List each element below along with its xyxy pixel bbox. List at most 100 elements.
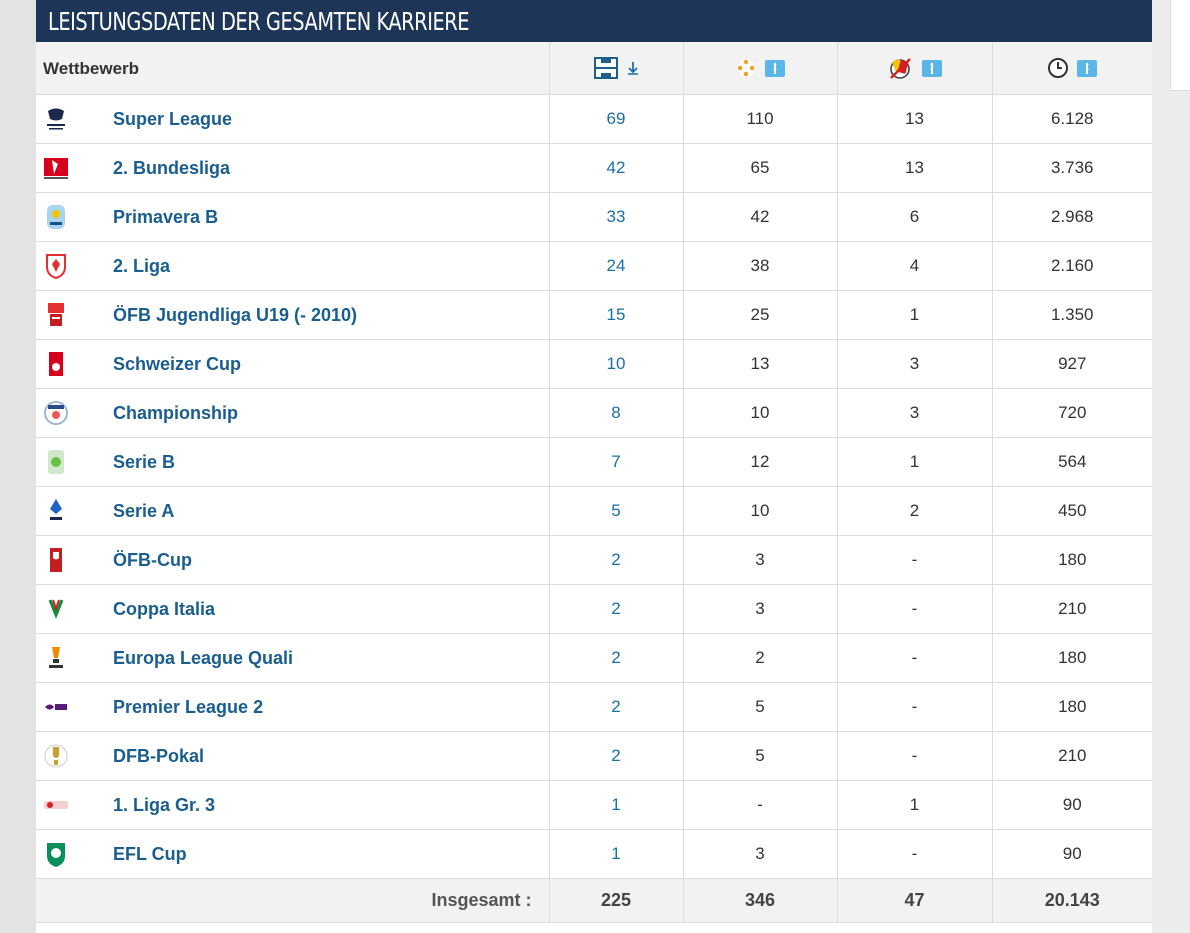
minutes-cell: 210 (992, 584, 1152, 634)
oefb-cup-logo[interactable] (41, 545, 71, 575)
table-row: ÖFB-Cup 2 3 - 180 (36, 535, 1152, 585)
cards-cell: - (837, 731, 993, 781)
goals-cell: 10 (683, 486, 838, 536)
appearances-cell[interactable]: 69 (549, 94, 684, 144)
premier-league-2-logo[interactable] (41, 692, 71, 722)
cards-cell: - (837, 829, 993, 879)
liga-2-logo[interactable] (41, 251, 71, 281)
championship-logo[interactable] (41, 398, 71, 428)
appearances-cell[interactable]: 1 (549, 780, 684, 830)
cards-cell: 1 (837, 780, 993, 830)
goals-cell: 12 (683, 437, 838, 487)
competition-link[interactable]: Serie B (113, 451, 176, 472)
appearances-cell[interactable]: 2 (549, 682, 684, 732)
cards-cell: 6 (837, 192, 993, 242)
appearances-cell[interactable]: 2 (549, 633, 684, 683)
pitch-icon (594, 57, 618, 79)
competition-link[interactable]: 2. Liga (113, 255, 171, 276)
header-goals[interactable] (683, 42, 838, 95)
sort-icon[interactable] (765, 58, 785, 77)
minutes-cell: 2.160 (992, 241, 1152, 291)
sort-icon[interactable] (921, 58, 942, 77)
competition-link[interactable]: ÖFB-Cup (113, 549, 192, 570)
appearances-cell[interactable]: 15 (549, 290, 684, 340)
appearances-cell[interactable]: 2 (549, 535, 684, 585)
schweizer-cup-logo[interactable] (41, 349, 71, 379)
totals-goals: 346 (683, 878, 838, 923)
goals-cell: 65 (683, 143, 838, 193)
competition-link[interactable]: Premier League 2 (113, 696, 264, 717)
efl-cup-logo[interactable] (41, 839, 71, 869)
table-row: Serie B 7 12 1 564 (36, 437, 1152, 487)
primavera-b-logo[interactable] (41, 202, 71, 232)
totals-label: Insgesamt : (36, 878, 550, 923)
cards-cell: - (837, 584, 993, 634)
bundesliga-2-logo[interactable] (41, 153, 71, 183)
dfb-pokal-logo[interactable] (41, 741, 71, 771)
competition-link[interactable]: Primavera B (113, 206, 219, 227)
serie-b-logo[interactable] (41, 447, 71, 477)
competition-link[interactable]: EFL Cup (113, 843, 187, 864)
europa-league-logo[interactable] (41, 643, 71, 673)
appearances-cell[interactable]: 2 (549, 584, 684, 634)
table-header-row: Wettbewerb (36, 42, 1152, 95)
table-row: 2. Liga 24 38 4 2.160 (36, 241, 1152, 291)
cards-icon (889, 58, 911, 79)
totals-row: Insgesamt : 225 346 47 20.143 (36, 878, 1152, 923)
sort-desc-icon[interactable] (627, 61, 639, 75)
appearances-cell[interactable]: 2 (549, 731, 684, 781)
oefb-jugendliga-logo[interactable] (41, 300, 71, 330)
cards-cell: - (837, 535, 993, 585)
competition-link[interactable]: Serie A (113, 500, 175, 521)
goals-cell: 110 (683, 94, 838, 144)
box-title: LEISTUNGSDATEN DER GESAMTEN KARRIERE (48, 7, 470, 36)
cards-cell: 4 (837, 241, 993, 291)
competition-link[interactable]: DFB-Pokal (113, 745, 205, 766)
box-header: LEISTUNGSDATEN DER GESAMTEN KARRIERE (36, 0, 1152, 42)
cards-cell: 13 (837, 143, 993, 193)
minutes-cell: 720 (992, 388, 1152, 438)
appearances-cell[interactable]: 24 (549, 241, 684, 291)
serie-a-logo[interactable] (41, 496, 71, 526)
minutes-cell: 180 (992, 682, 1152, 732)
appearances-cell[interactable]: 8 (549, 388, 684, 438)
competition-link[interactable]: ÖFB Jugendliga U19 (- 2010) (113, 304, 358, 325)
appearances-cell[interactable]: 10 (549, 339, 684, 389)
appearances-cell[interactable]: 7 (549, 437, 684, 487)
minutes-cell: 3.736 (992, 143, 1152, 193)
competition-cell: Super League (36, 94, 550, 144)
competition-link[interactable]: Coppa Italia (113, 598, 216, 619)
goals-cell: 2 (683, 633, 838, 683)
minutes-cell: 180 (992, 535, 1152, 585)
goals-cell: 5 (683, 682, 838, 732)
competition-cell: EFL Cup (36, 829, 550, 879)
liga-1-gr3-logo[interactable] (41, 790, 71, 820)
competition-cell: DFB-Pokal (36, 731, 550, 781)
header-competition[interactable]: Wettbewerb (36, 42, 550, 95)
competition-link[interactable]: 2. Bundesliga (113, 157, 231, 178)
sort-icon[interactable] (1077, 58, 1098, 77)
competition-link[interactable]: 1. Liga Gr. 3 (113, 794, 216, 815)
competition-link[interactable]: Europa League Quali (113, 647, 294, 668)
ball-icon (737, 59, 755, 77)
goals-cell: 25 (683, 290, 838, 340)
goals-cell: 5 (683, 731, 838, 781)
competition-cell: 2. Bundesliga (36, 143, 550, 193)
appearances-cell[interactable]: 33 (549, 192, 684, 242)
goals-cell: 10 (683, 388, 838, 438)
appearances-cell[interactable]: 5 (549, 486, 684, 536)
header-appearances[interactable] (549, 42, 684, 95)
competition-cell: Coppa Italia (36, 584, 550, 634)
appearances-cell[interactable]: 42 (549, 143, 684, 193)
competition-link[interactable]: Championship (113, 402, 238, 423)
appearances-cell[interactable]: 1 (549, 829, 684, 879)
competition-link[interactable]: Super League (113, 108, 233, 129)
competition-cell: Primavera B (36, 192, 550, 242)
header-cards[interactable] (837, 42, 993, 95)
competition-link[interactable]: Schweizer Cup (113, 353, 242, 374)
coppa-italia-logo[interactable] (41, 594, 71, 624)
totals-apps: 225 (549, 878, 684, 923)
super-league-logo[interactable] (41, 104, 71, 134)
header-minutes[interactable] (992, 42, 1152, 95)
competition-cell: ÖFB-Cup (36, 535, 550, 585)
